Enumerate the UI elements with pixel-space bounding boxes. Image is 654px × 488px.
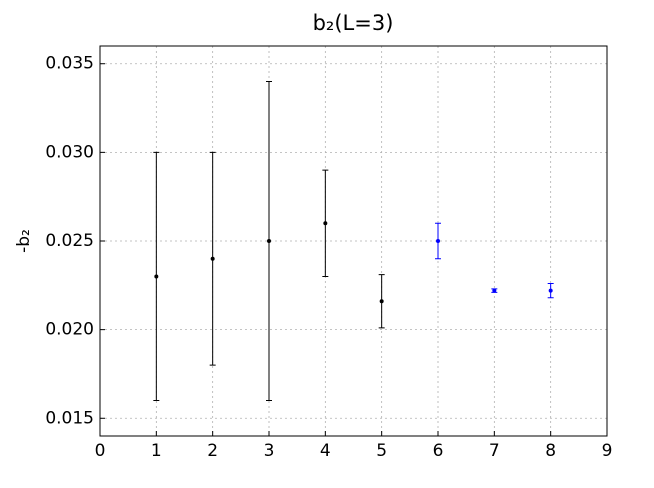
x-tick-label: 9 xyxy=(602,441,613,461)
x-tick-label: 8 xyxy=(545,441,556,461)
x-tick-label: 1 xyxy=(151,441,162,461)
x-tick-label: 3 xyxy=(264,441,275,461)
y-tick-label: 0.030 xyxy=(45,142,94,162)
x-tick-label: 6 xyxy=(433,441,444,461)
plot-frame xyxy=(99,45,608,437)
data-point xyxy=(492,288,497,293)
y-tick-label: 0.035 xyxy=(45,54,94,74)
x-tick-label: 2 xyxy=(207,441,218,461)
x-tick-label: 5 xyxy=(376,441,387,461)
x-tick-label: 7 xyxy=(489,441,500,461)
data-point xyxy=(436,239,440,243)
y-tick-label: 0.025 xyxy=(45,231,94,251)
y-tick-label: 0.020 xyxy=(45,320,94,340)
data-point xyxy=(210,256,215,261)
y-axis-label: -b₂ xyxy=(14,229,34,253)
chart-title: b₂(L=3) xyxy=(313,11,394,35)
data-point xyxy=(267,239,271,243)
x-tick-label: 0 xyxy=(95,441,106,461)
data-point xyxy=(548,288,553,293)
data-point xyxy=(154,274,159,279)
y-tick-label: 0.015 xyxy=(45,408,94,428)
data-point xyxy=(323,221,328,226)
x-tick-label: 4 xyxy=(320,441,331,461)
data-point xyxy=(379,299,384,304)
